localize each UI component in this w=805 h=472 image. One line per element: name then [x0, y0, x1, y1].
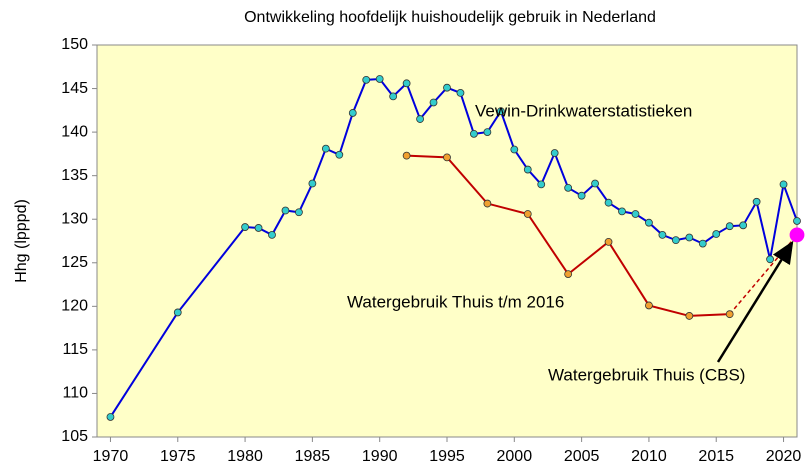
point — [645, 301, 653, 310]
x-tick-label: 2020 — [766, 448, 802, 465]
point — [483, 199, 492, 208]
point — [362, 75, 371, 84]
point — [698, 239, 707, 248]
point — [389, 92, 398, 101]
point — [443, 83, 451, 92]
series-label: Watergebruik Thuis t/m 2016 — [347, 292, 564, 311]
y-tick-label: 140 — [61, 123, 88, 140]
point — [281, 206, 290, 215]
x-tick-label: 2000 — [497, 448, 533, 465]
point — [456, 89, 465, 97]
point — [429, 98, 438, 107]
x-tick-label: 1980 — [227, 448, 263, 465]
point — [779, 180, 788, 189]
point — [483, 128, 492, 137]
point — [685, 312, 694, 320]
point — [402, 79, 411, 88]
x-tick-label: 1970 — [93, 448, 129, 465]
y-tick-label: 115 — [62, 341, 88, 358]
point — [789, 227, 805, 243]
point — [752, 197, 761, 206]
y-tick-label: 110 — [62, 385, 88, 402]
series-label: Watergebruik Thuis (CBS) — [548, 365, 745, 384]
point — [335, 150, 344, 159]
arrow — [716, 240, 794, 363]
point — [173, 308, 182, 317]
y-tick-label: 130 — [61, 210, 88, 227]
point — [671, 236, 680, 245]
point — [618, 207, 626, 216]
point — [308, 179, 317, 188]
y-tick-label: 145 — [61, 80, 88, 97]
point — [577, 191, 586, 200]
x-tick-label: 1985 — [295, 448, 331, 465]
point — [725, 222, 734, 231]
point — [631, 210, 640, 218]
point — [537, 180, 546, 189]
point — [591, 179, 599, 188]
point — [685, 233, 694, 242]
x-tick-label: 1975 — [160, 448, 196, 465]
plot-area — [96, 44, 798, 438]
chart-title: Ontwikkeling hoofdelijk huishoudelijk ge… — [244, 9, 656, 26]
point — [443, 153, 451, 162]
point — [739, 221, 748, 230]
x-tick-label: 2015 — [698, 448, 734, 465]
y-tick-label: 150 — [61, 36, 88, 53]
point — [604, 237, 613, 246]
x-tick-label: 1990 — [362, 448, 398, 465]
y-tick-label: 135 — [61, 167, 88, 184]
point — [496, 107, 505, 116]
point — [416, 115, 424, 123]
point — [564, 270, 573, 279]
point — [523, 210, 532, 218]
point — [712, 230, 721, 238]
point — [402, 151, 411, 160]
x-tick-label: 1995 — [429, 448, 465, 465]
y-axis-label: Hhg (lpppd) — [13, 199, 30, 283]
point — [550, 149, 559, 157]
point — [106, 413, 115, 421]
point — [348, 109, 357, 117]
point — [510, 145, 519, 154]
point — [254, 224, 263, 232]
x-tick-label: 2005 — [564, 448, 600, 465]
point — [658, 231, 667, 239]
point — [793, 217, 801, 225]
series-label: Vewin-Drinkwaterstatistieken — [475, 101, 692, 120]
point — [725, 310, 734, 319]
y-tick-label: 125 — [61, 254, 88, 271]
point — [470, 129, 478, 138]
y-tick-label: 105 — [61, 428, 88, 445]
y-tick-label: 120 — [61, 298, 88, 315]
point — [645, 218, 653, 227]
point — [564, 183, 573, 192]
point — [268, 231, 276, 239]
point — [241, 223, 249, 231]
point — [321, 144, 330, 153]
point — [295, 208, 303, 217]
point — [766, 255, 774, 264]
point — [604, 198, 613, 207]
point — [523, 165, 532, 174]
point — [375, 75, 384, 83]
x-tick-label: 2010 — [631, 448, 667, 465]
